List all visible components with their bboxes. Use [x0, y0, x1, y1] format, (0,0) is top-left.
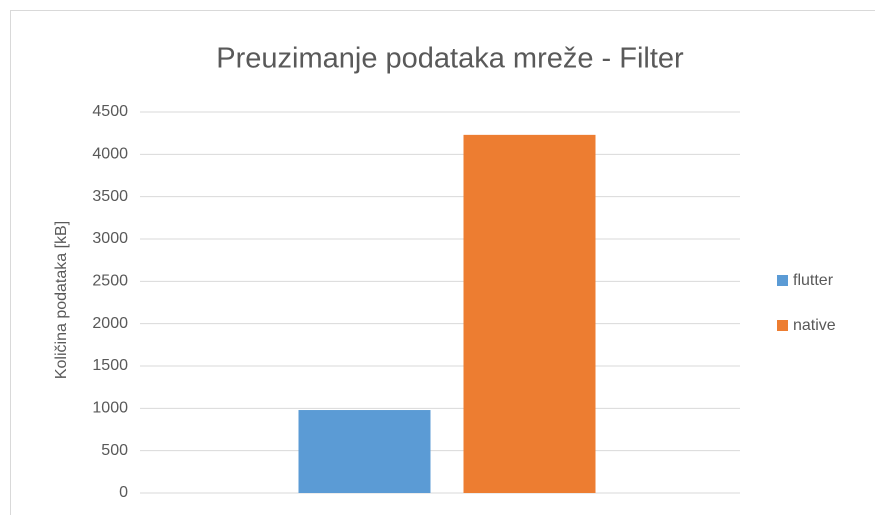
y-tick-label: 0: [119, 484, 128, 501]
y-tick-label: 1500: [92, 357, 128, 374]
legend-label: flutter: [793, 272, 834, 289]
legend-swatch: [777, 320, 788, 331]
y-tick-label: 500: [101, 442, 128, 459]
y-tick-label: 4500: [92, 103, 128, 120]
y-tick-label: 1000: [92, 400, 128, 417]
legend-swatch: [777, 275, 788, 286]
chart-title: Preuzimanje podataka mreže - Filter: [216, 43, 684, 75]
chart-frame: [10, 10, 875, 515]
bar: [463, 134, 596, 494]
y-tick-label: 3500: [92, 188, 128, 205]
y-tick-label: 3000: [92, 230, 128, 247]
y-tick-label: 2000: [92, 315, 128, 332]
y-tick-label: 2500: [92, 273, 128, 290]
y-tick-label: 4000: [92, 146, 128, 163]
y-axis-title: Količina podataka [kB]: [53, 221, 70, 379]
legend-label: native: [793, 317, 836, 334]
bar: [298, 410, 431, 493]
